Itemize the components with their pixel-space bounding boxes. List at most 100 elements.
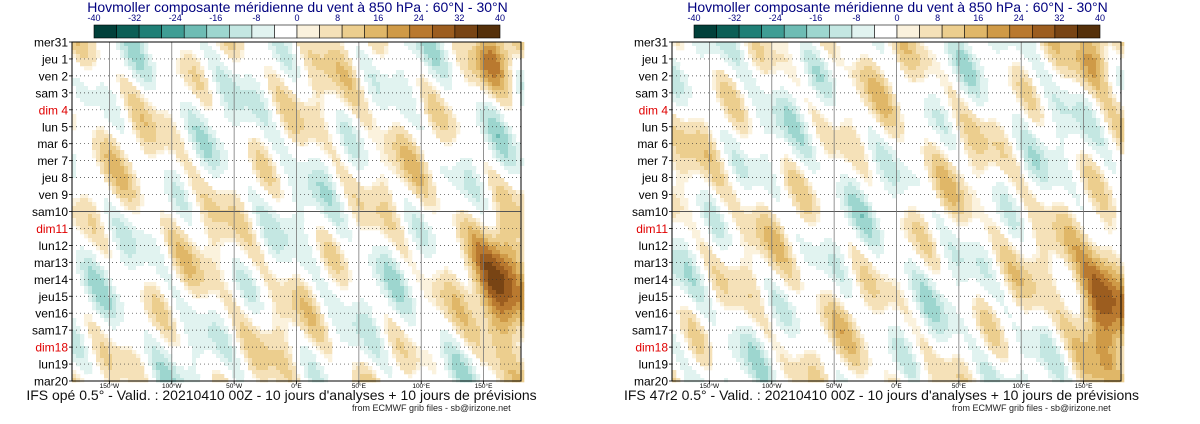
y-tick-label: mer31 (34, 36, 68, 50)
chart-subtitle: IFS 47r2 0.5° - Valid. : 20210410 00Z - … (623, 387, 1140, 403)
y-tick-label: sam17 (32, 324, 68, 338)
colorbar-tick-label: -32 (728, 13, 741, 23)
y-tick-label: mer14 (634, 273, 668, 287)
x-tick-label: 0°E (891, 382, 902, 390)
y-tick-label: dim 4 (639, 103, 669, 117)
colorbar-swatch (93, 24, 117, 39)
chart-title: Hovmoller composante méridienne du vent … (87, 0, 508, 15)
colorbar-tick-label: 0 (294, 13, 299, 23)
x-tick-label: 100°W (162, 382, 182, 390)
y-tick-label: ven 9 (39, 188, 69, 202)
y-tick-label: mar20 (634, 375, 668, 389)
x-axis-labels: 150°W 100°W 50°W 0°E 50°E 100°E 150°E (700, 381, 1093, 390)
x-tick-label: 50°E (352, 382, 367, 390)
y-tick-label: lun19 (39, 358, 69, 372)
y-tick-label: mar13 (34, 256, 68, 270)
colorbar-tick-label: -16 (209, 13, 222, 23)
y-tick-label: ven 2 (639, 69, 669, 83)
colorbar-swatch (986, 24, 1011, 39)
colorbar-swatch (319, 24, 343, 39)
colorbar-tick-label: 24 (414, 13, 424, 23)
colorbar-tick-label: 8 (335, 13, 340, 23)
colorbar-swatch (274, 24, 298, 39)
colorbar-tick-label: -32 (128, 13, 141, 23)
chart-title: Hovmoller composante méridienne du vent … (687, 0, 1108, 15)
colorbar-swatch (161, 24, 185, 39)
y-tick-label: jeu15 (638, 290, 669, 304)
y-tick-label: ven16 (635, 307, 668, 321)
colorbar-swatch (693, 24, 717, 39)
colorbar-tick-label: 16 (973, 13, 983, 23)
colorbar-swatch (874, 24, 898, 39)
y-tick-label: dim18 (35, 341, 68, 355)
colorbar-tick-label: 24 (1014, 13, 1024, 23)
colorbar-swatch (251, 24, 275, 39)
colorbar: -40 -32 -24 -16 -8 0 8 16 24 32 40 (87, 13, 505, 39)
y-tick-label: sam 3 (635, 86, 668, 100)
y-tick-label: ven 9 (639, 188, 669, 202)
y-tick-label: mer31 (634, 36, 668, 50)
hovmoller-panel-right: -40 -32 -24 -16 -8 0 8 16 24 32 40 mer31 jeu 1 ven 2 s… (600, 0, 1200, 424)
colorbar-tick-label: -24 (769, 13, 782, 23)
y-tick-label: lun12 (639, 239, 669, 253)
x-tick-label: 100°E (412, 382, 430, 390)
longitude-gridlines (109, 42, 484, 381)
y-tick-label: mar20 (34, 375, 68, 389)
y-tick-label: lun 5 (642, 120, 668, 134)
y-tick-label: lun19 (639, 358, 669, 372)
y-tick-label: dim11 (636, 222, 668, 236)
x-tick-label: 0°E (291, 382, 302, 390)
colorbar-tick-label: 0 (894, 13, 899, 23)
hovmoller-panel-left: -40 -32 -24 -16 -8 0 8 16 24 32 40 mer31 jeu 1 ven 2 s… (26, 0, 537, 413)
hovmoller-field (672, 42, 1125, 383)
y-tick-label: ven16 (35, 307, 68, 321)
colorbar-tick-label: 32 (454, 13, 464, 23)
colorbar-swatch (386, 24, 411, 39)
colorbar-tick-label: 32 (1054, 13, 1064, 23)
chart-subtitle: IFS opé 0.5° - Valid. : 20210410 00Z - 1… (26, 387, 537, 403)
colorbar-swatch (432, 24, 456, 39)
x-tick-label: 100°W (762, 382, 782, 390)
colorbar-swatch (919, 24, 943, 39)
y-axis-labels: mer31 jeu 1 ven 2 sam 3 dim 4 lun 5 mar 6 mer 7… (32, 36, 72, 389)
y-tick-label: mar 6 (37, 137, 68, 151)
colorbar-swatch (738, 24, 762, 39)
colorbar: -40 -32 -24 -16 -8 0 8 16 24 32 40 (687, 13, 1105, 39)
colorbar-swatch (761, 24, 785, 39)
colorbar-tick-label: 8 (935, 13, 940, 23)
colorbar-swatch (206, 24, 230, 39)
y-tick-label: jeu 1 (641, 52, 668, 66)
chart-credit: from ECMWF grib files - sb@irizone.net (952, 403, 1111, 413)
hovmoller-chart-right: -40 -32 -24 -16 -8 0 8 16 24 32 40 mer31 jeu 1 ven 2 s… (632, 13, 1125, 390)
colorbar-swatch (341, 24, 365, 39)
x-tick-label: 50°E (952, 382, 967, 390)
y-tick-label: sam10 (632, 205, 668, 219)
colorbar-swatch (229, 24, 253, 39)
colorbar-swatch (964, 24, 988, 39)
y-tick-label: lun12 (39, 239, 69, 253)
colorbar-swatch (1054, 24, 1078, 39)
longitude-gridlines (709, 42, 1084, 381)
x-tick-label: 150°E (1075, 382, 1093, 390)
y-tick-label: ven 2 (39, 69, 69, 83)
colorbar-swatch (183, 24, 208, 39)
colorbar-swatch (477, 24, 501, 39)
y-tick-label: sam17 (632, 324, 668, 338)
colorbar-swatch (1032, 24, 1056, 39)
x-tick-label: 100°E (1012, 382, 1030, 390)
y-tick-label: sam10 (32, 205, 68, 219)
y-tick-label: jeu 8 (41, 171, 68, 185)
colorbar-tick-label: -24 (169, 13, 182, 23)
y-tick-label: jeu 1 (41, 52, 68, 66)
colorbar-swatch (364, 24, 388, 39)
colorbar-swatch (116, 24, 140, 39)
colorbar-swatch (1077, 24, 1101, 39)
y-axis-labels: mer31 jeu 1 ven 2 sam 3 dim 4 lun 5 mar 6 mer 7… (632, 36, 672, 389)
x-tick-label: 150°E (475, 382, 493, 390)
colorbar-swatch (716, 24, 740, 39)
y-tick-label: mar 6 (637, 137, 668, 151)
y-tick-label: mar13 (634, 256, 668, 270)
y-tick-label: mer 7 (37, 154, 68, 168)
hovmoller-chart-left: -40 -32 -24 -16 -8 0 8 16 24 32 40 mer31 jeu 1 ven 2 s… (32, 13, 525, 390)
colorbar-swatch (783, 24, 808, 39)
